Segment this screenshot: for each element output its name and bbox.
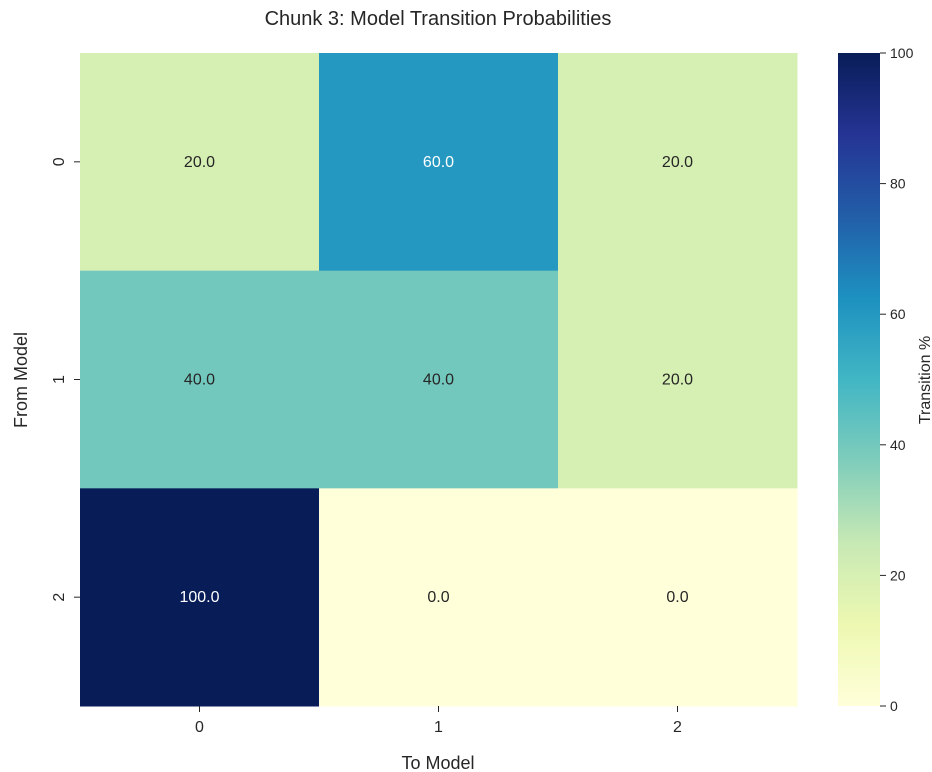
y-tick-label: 1 bbox=[51, 375, 68, 384]
colorbar-tick-label: 60 bbox=[890, 306, 906, 322]
heatmap-cell bbox=[319, 488, 559, 707]
heatmap-cell bbox=[558, 488, 798, 707]
cell-value-label: 20.0 bbox=[662, 154, 693, 171]
cell-value-label: 20.0 bbox=[184, 154, 215, 171]
colorbar-tick-label: 40 bbox=[890, 437, 906, 453]
colorbar-ticks: 0 20 40 60 80 100 bbox=[880, 45, 914, 714]
heatmap-cell bbox=[558, 270, 798, 489]
chart-title: Chunk 3: Model Transition Probabilities bbox=[265, 8, 612, 30]
heatmap-cell bbox=[80, 53, 320, 272]
x-axis-label: To Model bbox=[401, 753, 474, 772]
x-tick-label: 2 bbox=[673, 719, 682, 736]
y-axis-label: From Model bbox=[11, 332, 31, 428]
x-tick-label: 1 bbox=[434, 719, 443, 736]
heatmap-cell bbox=[80, 488, 320, 707]
colorbar-tick-label: 0 bbox=[890, 698, 898, 714]
heatmap-cell bbox=[558, 53, 798, 272]
x-tick-label: 0 bbox=[195, 719, 204, 736]
heatmap-cell bbox=[319, 53, 559, 272]
y-tick-label: 2 bbox=[51, 593, 68, 602]
cell-value-label: 40.0 bbox=[184, 372, 215, 389]
heatmap-cell bbox=[80, 270, 320, 489]
colorbar-tick-label: 100 bbox=[890, 45, 914, 61]
cell-value-label: 0.0 bbox=[666, 589, 688, 606]
heatmap-cells bbox=[80, 53, 798, 707]
x-axis-ticks: 0 1 2 bbox=[195, 706, 682, 736]
cell-value-label: 60.0 bbox=[423, 154, 454, 171]
y-axis-ticks: 0 1 2 bbox=[51, 157, 80, 602]
cell-value-label: 40.0 bbox=[423, 372, 454, 389]
cell-value-label: 0.0 bbox=[427, 589, 449, 606]
y-tick-label: 0 bbox=[51, 157, 68, 166]
cell-value-label: 100.0 bbox=[179, 589, 219, 606]
heatmap-cell bbox=[319, 270, 559, 489]
cell-value-label: 20.0 bbox=[662, 372, 693, 389]
cell-value-labels: 20.0 60.0 20.0 40.0 40.0 20.0 100.0 0.0 0.0 bbox=[179, 154, 693, 606]
colorbar-tick-label: 20 bbox=[890, 567, 906, 583]
colorbar-tick-label: 80 bbox=[890, 176, 906, 192]
colorbar-label: Transition % bbox=[917, 336, 932, 424]
colorbar bbox=[838, 53, 880, 706]
